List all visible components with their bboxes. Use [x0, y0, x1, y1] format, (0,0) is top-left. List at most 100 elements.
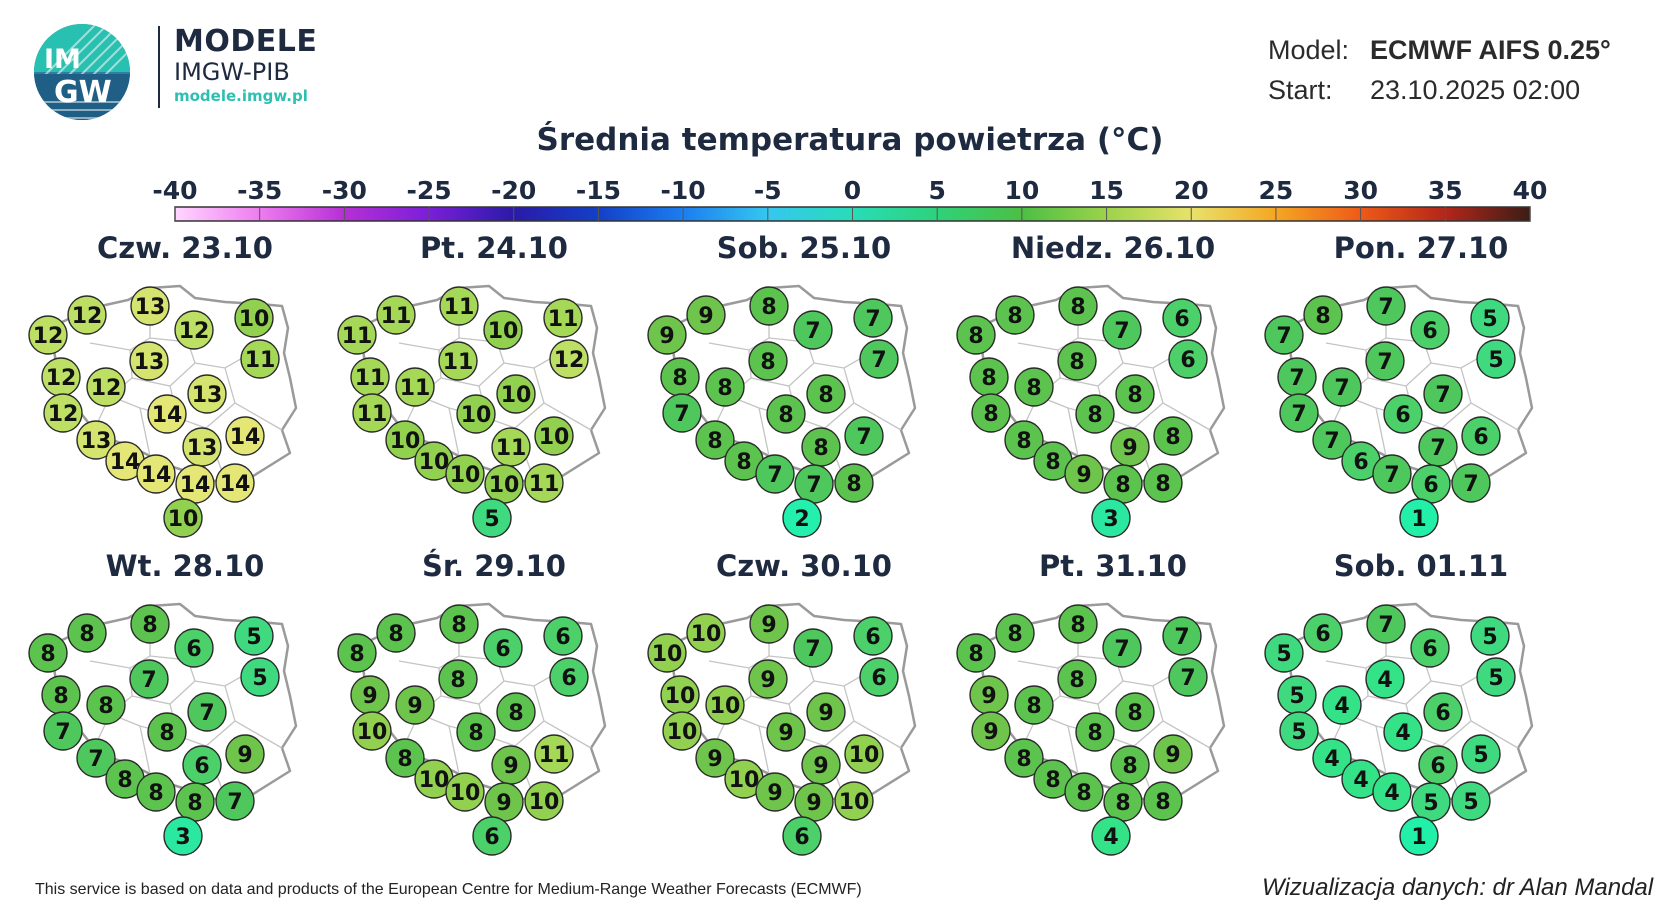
station-value: 14: [230, 425, 261, 450]
station-marker: 7: [129, 659, 169, 699]
station-value: 10: [450, 463, 481, 488]
station-circle: [859, 339, 899, 379]
station-marker: 7: [1365, 341, 1405, 381]
station-value: 13: [134, 350, 165, 375]
station-circle: [1153, 734, 1193, 774]
station-marker: 5: [240, 657, 280, 697]
station-value: 5: [484, 507, 499, 532]
station-marker: 6: [543, 616, 583, 656]
station-circle: [1115, 374, 1155, 414]
station-value: 8: [1007, 304, 1022, 329]
station-circle: [129, 341, 169, 381]
station-marker: 8: [1115, 692, 1155, 732]
station-marker: 8: [1075, 712, 1115, 752]
station-marker: 9: [1153, 734, 1193, 774]
station-circle: [225, 416, 265, 456]
station-value: 7: [806, 473, 821, 498]
station-value: 12: [72, 304, 103, 329]
station-marker: 8: [995, 295, 1035, 335]
station-circle: [174, 628, 214, 668]
station-marker: 11: [524, 463, 564, 503]
station-value: 8: [98, 694, 113, 719]
station-circle: [755, 772, 795, 812]
station-marker: 8: [147, 712, 187, 752]
station-marker: 10: [834, 781, 874, 821]
station-circle: [496, 374, 536, 414]
station-marker: 10: [524, 781, 564, 821]
station-marker: 11: [543, 298, 583, 338]
station-circle: [225, 734, 265, 774]
station-value: 8: [1026, 376, 1041, 401]
station-value: 8: [707, 429, 722, 454]
station-value: 10: [729, 768, 760, 793]
station-circle: [395, 367, 435, 407]
region-border: [139, 407, 151, 457]
model-value: ECMWF AIFS 0.25°: [1370, 35, 1611, 65]
station-marker: 8: [1103, 782, 1143, 822]
station-circle: [28, 633, 68, 673]
station-marker: 12: [549, 339, 589, 379]
station-circle: [234, 616, 274, 656]
station-circle: [705, 685, 745, 725]
station-value: 4: [1384, 781, 1399, 806]
station-value: 10: [665, 684, 696, 709]
region-border: [1133, 720, 1164, 747]
station-value: 7: [1180, 666, 1195, 691]
region-border: [824, 720, 855, 747]
day-label: Wt. 28.10: [106, 549, 265, 583]
brand-subtitle: IMGW-PIB: [174, 58, 290, 86]
station-marker: 7: [1322, 367, 1362, 407]
station-circle: [1322, 685, 1362, 725]
station-value: 7: [55, 720, 70, 745]
station-value: 4: [1334, 694, 1349, 719]
station-marker: 6: [1168, 339, 1208, 379]
station-value: 8: [1045, 450, 1060, 475]
station-value: 10: [667, 720, 698, 745]
station-marker: 8: [1057, 341, 1097, 381]
station-value: 8: [1076, 781, 1091, 806]
station-circle: [439, 604, 479, 644]
station-circle: [1168, 339, 1208, 379]
station-circle: [86, 685, 126, 725]
station-marker: 8: [766, 394, 806, 434]
station-circle: [1423, 374, 1463, 414]
station-value: 7: [199, 701, 214, 726]
station-marker: 7: [187, 692, 227, 732]
station-marker: 7: [793, 310, 833, 350]
station-marker: 8: [86, 685, 126, 725]
station-marker: 6: [1418, 745, 1458, 785]
station-value: 9: [778, 721, 793, 746]
station-value: 6: [1174, 307, 1189, 332]
station-value: 10: [501, 383, 532, 408]
station-circle: [130, 604, 170, 644]
station-value: 9: [1165, 743, 1180, 768]
station-value: 8: [1069, 668, 1084, 693]
station-value: 14: [141, 463, 172, 488]
brand-url-link[interactable]: modele.imgw.pl: [174, 87, 308, 105]
station-marker: 7: [853, 298, 893, 338]
station-circle: [1366, 604, 1406, 644]
station-marker: 7: [1168, 657, 1208, 697]
station-circle: [376, 613, 416, 653]
station-circle: [1476, 657, 1516, 697]
station-circle: [1102, 628, 1142, 668]
region-border: [1441, 720, 1472, 747]
station-marker: 8: [1033, 441, 1073, 481]
station-value: 5: [1482, 307, 1497, 332]
station-marker: 10: [496, 374, 536, 414]
station-circle: [1451, 781, 1491, 821]
station-value: 6: [794, 825, 809, 850]
station-marker: 9: [491, 745, 531, 785]
station-marker: 10: [414, 759, 454, 799]
station-value: 6: [484, 825, 499, 850]
station-circle: [395, 685, 435, 725]
station-circle: [352, 393, 392, 433]
station-marker: 8: [969, 357, 1009, 397]
station-value: 8: [1115, 473, 1130, 498]
station-marker: 9: [794, 782, 834, 822]
station-circle: [456, 394, 496, 434]
station-marker: 13: [187, 374, 227, 414]
